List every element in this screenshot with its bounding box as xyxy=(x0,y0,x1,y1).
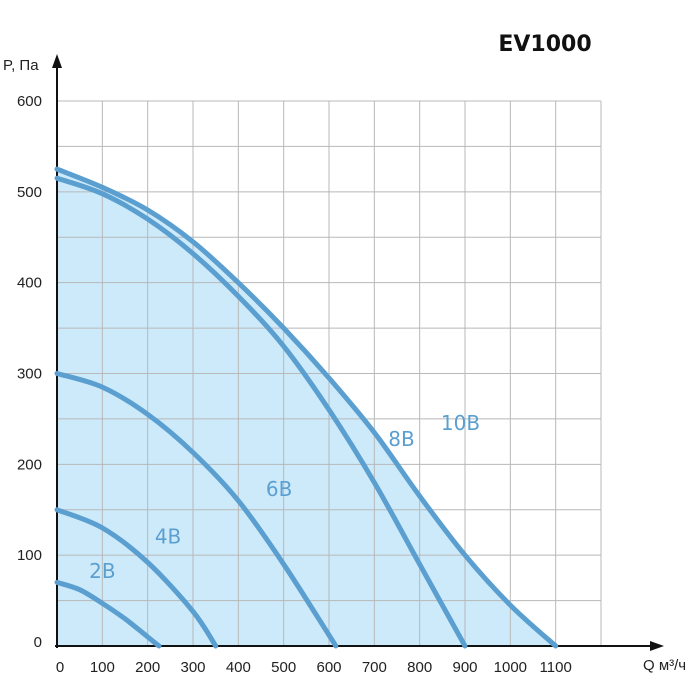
x-tick-label: 1100 xyxy=(540,659,572,676)
curve-labels: 2В 4В 6В 8В 10В xyxy=(89,411,480,583)
y-tick-label: 100 xyxy=(17,547,42,564)
tick-labels: 0 100 200 300 400 500 600 700 800 900 1000 1100 0 100… xyxy=(17,93,572,676)
y-tick-label: 300 xyxy=(17,366,42,383)
x-tick-label: 0 xyxy=(56,659,64,676)
x-axis-label: Q м³/ч xyxy=(643,657,686,674)
y-axis-arrow xyxy=(52,54,62,68)
curve-label-6В: 6В xyxy=(266,477,292,501)
chart-title: EV1000 xyxy=(498,32,591,57)
curve-label-10В: 10В xyxy=(441,411,480,435)
y-tick-label: 200 xyxy=(17,456,42,473)
curve-4В xyxy=(54,507,219,649)
x-tick-label: 300 xyxy=(180,659,205,676)
curve-label-8В: 8В xyxy=(388,427,414,451)
operating-area-fill xyxy=(57,169,556,646)
x-axis-arrow xyxy=(650,641,664,651)
y-axis-label: P, Па xyxy=(3,57,39,74)
x-tick-label: 800 xyxy=(407,659,432,676)
curve-2В xyxy=(54,579,162,649)
y-tick-label: 600 xyxy=(17,93,42,110)
x-tick-label: 900 xyxy=(452,659,477,676)
x-tick-label: 600 xyxy=(316,659,341,676)
x-tick-label: 700 xyxy=(362,659,387,676)
curve-label-4В: 4В xyxy=(155,524,181,548)
curve-10В xyxy=(54,166,559,649)
curve-label-2В: 2В xyxy=(89,559,115,583)
x-tick-label: 200 xyxy=(135,659,160,676)
grid xyxy=(57,100,602,646)
curve-8В xyxy=(54,175,468,649)
x-tick-label: 500 xyxy=(271,659,296,676)
operating-area xyxy=(57,169,556,646)
x-tick-label: 1000 xyxy=(494,659,527,676)
y-tick-label: 0 xyxy=(34,634,42,651)
y-tick-label: 400 xyxy=(17,275,42,292)
curve-6В xyxy=(54,371,339,649)
x-tick-label: 400 xyxy=(226,659,251,676)
y-tick-label: 500 xyxy=(17,184,42,201)
x-tick-label: 100 xyxy=(90,659,115,676)
performance-curves xyxy=(54,166,559,649)
